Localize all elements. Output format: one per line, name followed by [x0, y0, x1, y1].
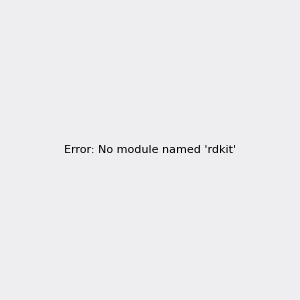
Text: Error: No module named 'rdkit': Error: No module named 'rdkit': [64, 145, 236, 155]
